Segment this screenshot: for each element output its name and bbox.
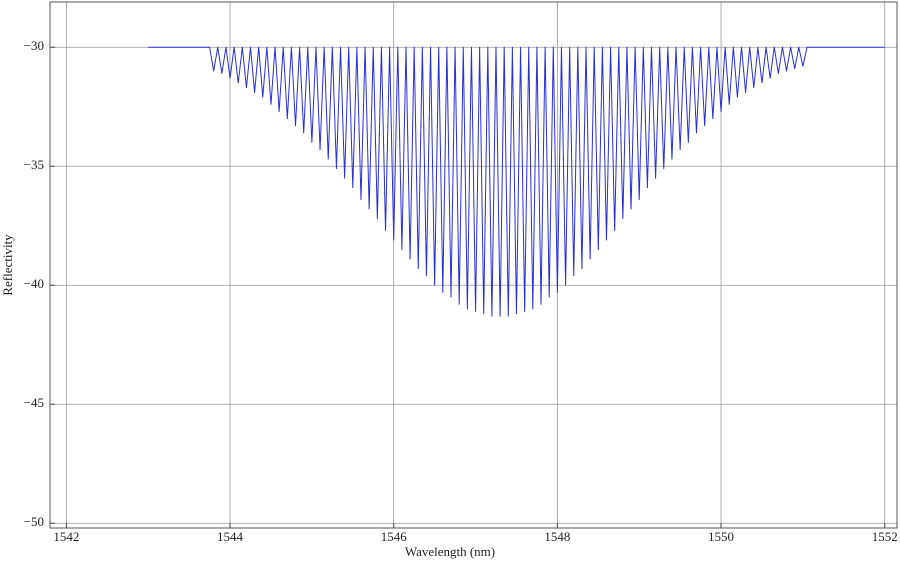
x-axis-label: Wavelength (nm) bbox=[405, 544, 495, 559]
x-tick-label: 1552 bbox=[872, 529, 898, 544]
x-tick-label: 1546 bbox=[381, 529, 408, 544]
x-tick-label: 1548 bbox=[544, 529, 570, 544]
y-tick-label: −35 bbox=[24, 157, 44, 172]
y-tick-label: −40 bbox=[24, 276, 44, 291]
y-tick-label: −45 bbox=[24, 395, 44, 410]
x-tick-label: 1550 bbox=[708, 529, 734, 544]
x-tick-label: 1542 bbox=[53, 529, 79, 544]
y-tick-label: −30 bbox=[24, 38, 44, 53]
plot-frame bbox=[49, 1, 898, 529]
x-tick-label: 1544 bbox=[217, 529, 244, 544]
y-axis-label: Reflectivity bbox=[0, 234, 15, 296]
data-line bbox=[148, 46, 885, 317]
y-tick-label: −50 bbox=[24, 514, 44, 529]
